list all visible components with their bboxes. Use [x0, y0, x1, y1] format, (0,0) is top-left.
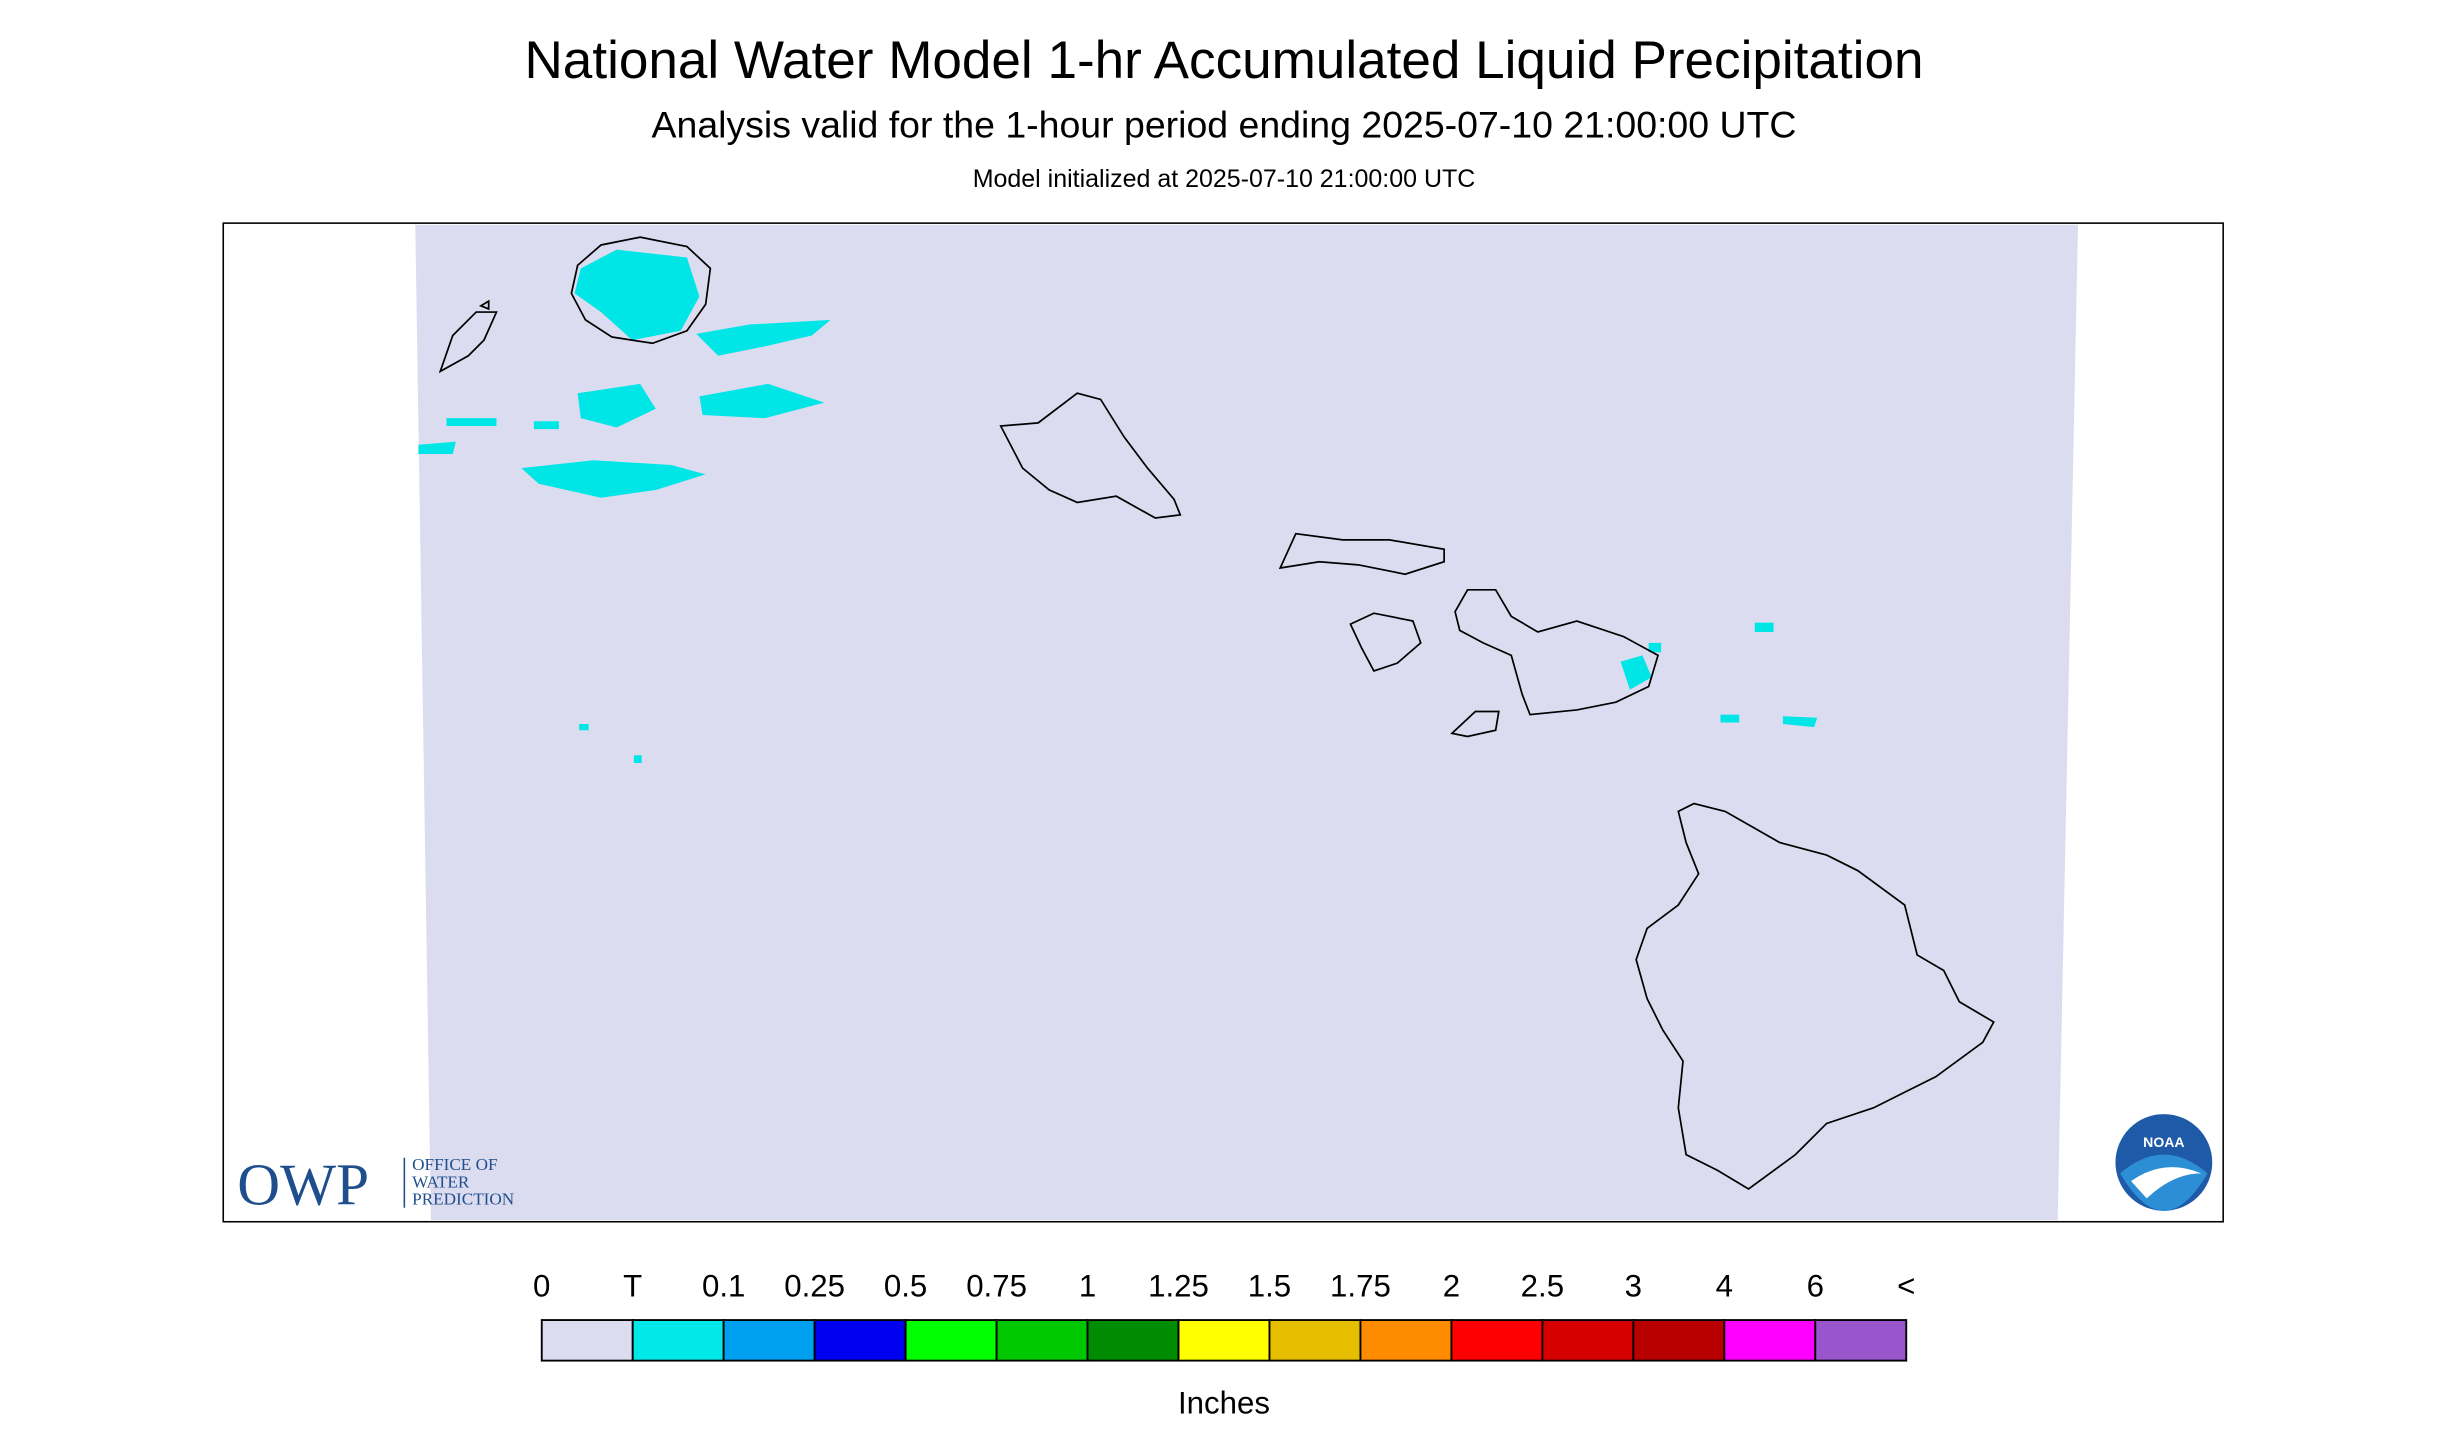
noaa-text: NOAA	[2143, 1134, 2184, 1150]
legend-unit: Inches	[1178, 1386, 1270, 1421]
niihau	[438, 299, 498, 374]
legend-swatch	[722, 1319, 816, 1362]
legend-label: <	[1897, 1269, 1915, 1304]
legend-swatch	[995, 1319, 1089, 1362]
legend-label: 0.5	[884, 1269, 927, 1304]
noaa-gull	[2131, 1167, 2202, 1199]
lanai	[1349, 612, 1422, 672]
init-note: Model initialized at 2025-07-10 21:00:00…	[973, 165, 1476, 193]
legend-label: 2.5	[1521, 1269, 1564, 1304]
precip-area	[696, 319, 831, 356]
legend-swatch	[813, 1319, 907, 1362]
legend-label: 1.25	[1148, 1269, 1209, 1304]
owp-name: WATER	[412, 1172, 470, 1191]
legend-label: 1.75	[1330, 1269, 1391, 1304]
precip-area	[577, 383, 656, 428]
legend-swatch	[540, 1319, 634, 1362]
legend-swatch	[1359, 1319, 1453, 1362]
owp-logo: OWP OFFICE OF WATER PREDICTION	[237, 1152, 514, 1218]
legend-label: 2	[1443, 1269, 1460, 1304]
precip-area	[574, 249, 700, 341]
legend-swatch	[1723, 1319, 1817, 1362]
legend-label: 0.75	[966, 1269, 1027, 1304]
legend-swatch	[1450, 1319, 1544, 1362]
legend-swatch	[631, 1319, 725, 1362]
legend-label: 0.25	[784, 1269, 845, 1304]
hawaii	[1635, 802, 1995, 1191]
subtitle: Analysis valid for the 1-hour period end…	[652, 103, 1797, 145]
legend-label: 0.1	[702, 1269, 745, 1304]
legend-label: 4	[1716, 1269, 1733, 1304]
legend-label: T	[623, 1269, 642, 1304]
legend-swatch	[1177, 1319, 1271, 1362]
owp-name: OFFICE OF	[412, 1155, 497, 1174]
legend-label: 1.5	[1248, 1269, 1291, 1304]
color-legend: 0 T 0.1 0.25 0.5 0.75 1 1.25 1.5 1.75 2 2.5 3 4 6 <	[533, 1269, 1915, 1362]
legend-swatch	[1541, 1319, 1635, 1362]
owp-name: PREDICTION	[412, 1190, 514, 1209]
legend-label: 3	[1625, 1269, 1642, 1304]
kahoolawe	[1450, 710, 1500, 738]
legend-swatch	[1632, 1319, 1726, 1362]
model-domain	[415, 224, 2078, 1221]
legend-label: 1	[1079, 1269, 1096, 1304]
legend-swatch	[904, 1319, 998, 1362]
oahu	[999, 392, 1182, 519]
legend-swatch	[1814, 1319, 1908, 1362]
precip-areas	[418, 249, 1818, 764]
owp-mark: OWP	[237, 1152, 369, 1218]
legend-label: 6	[1807, 1269, 1824, 1304]
maui	[1454, 588, 1660, 716]
precip-area	[699, 383, 825, 419]
kauai	[570, 236, 712, 345]
noaa-logo: NOAA	[2115, 1114, 2213, 1211]
title: National Water Model 1-hr Accumulated Li…	[525, 31, 1924, 90]
precip-area	[418, 418, 559, 455]
legend-label: 0	[533, 1269, 550, 1304]
legend-swatch	[1086, 1319, 1180, 1362]
molokai	[1278, 532, 1445, 576]
legend-swatch	[1268, 1319, 1362, 1362]
precip-area	[521, 460, 706, 498]
island-outlines	[438, 236, 1995, 1191]
